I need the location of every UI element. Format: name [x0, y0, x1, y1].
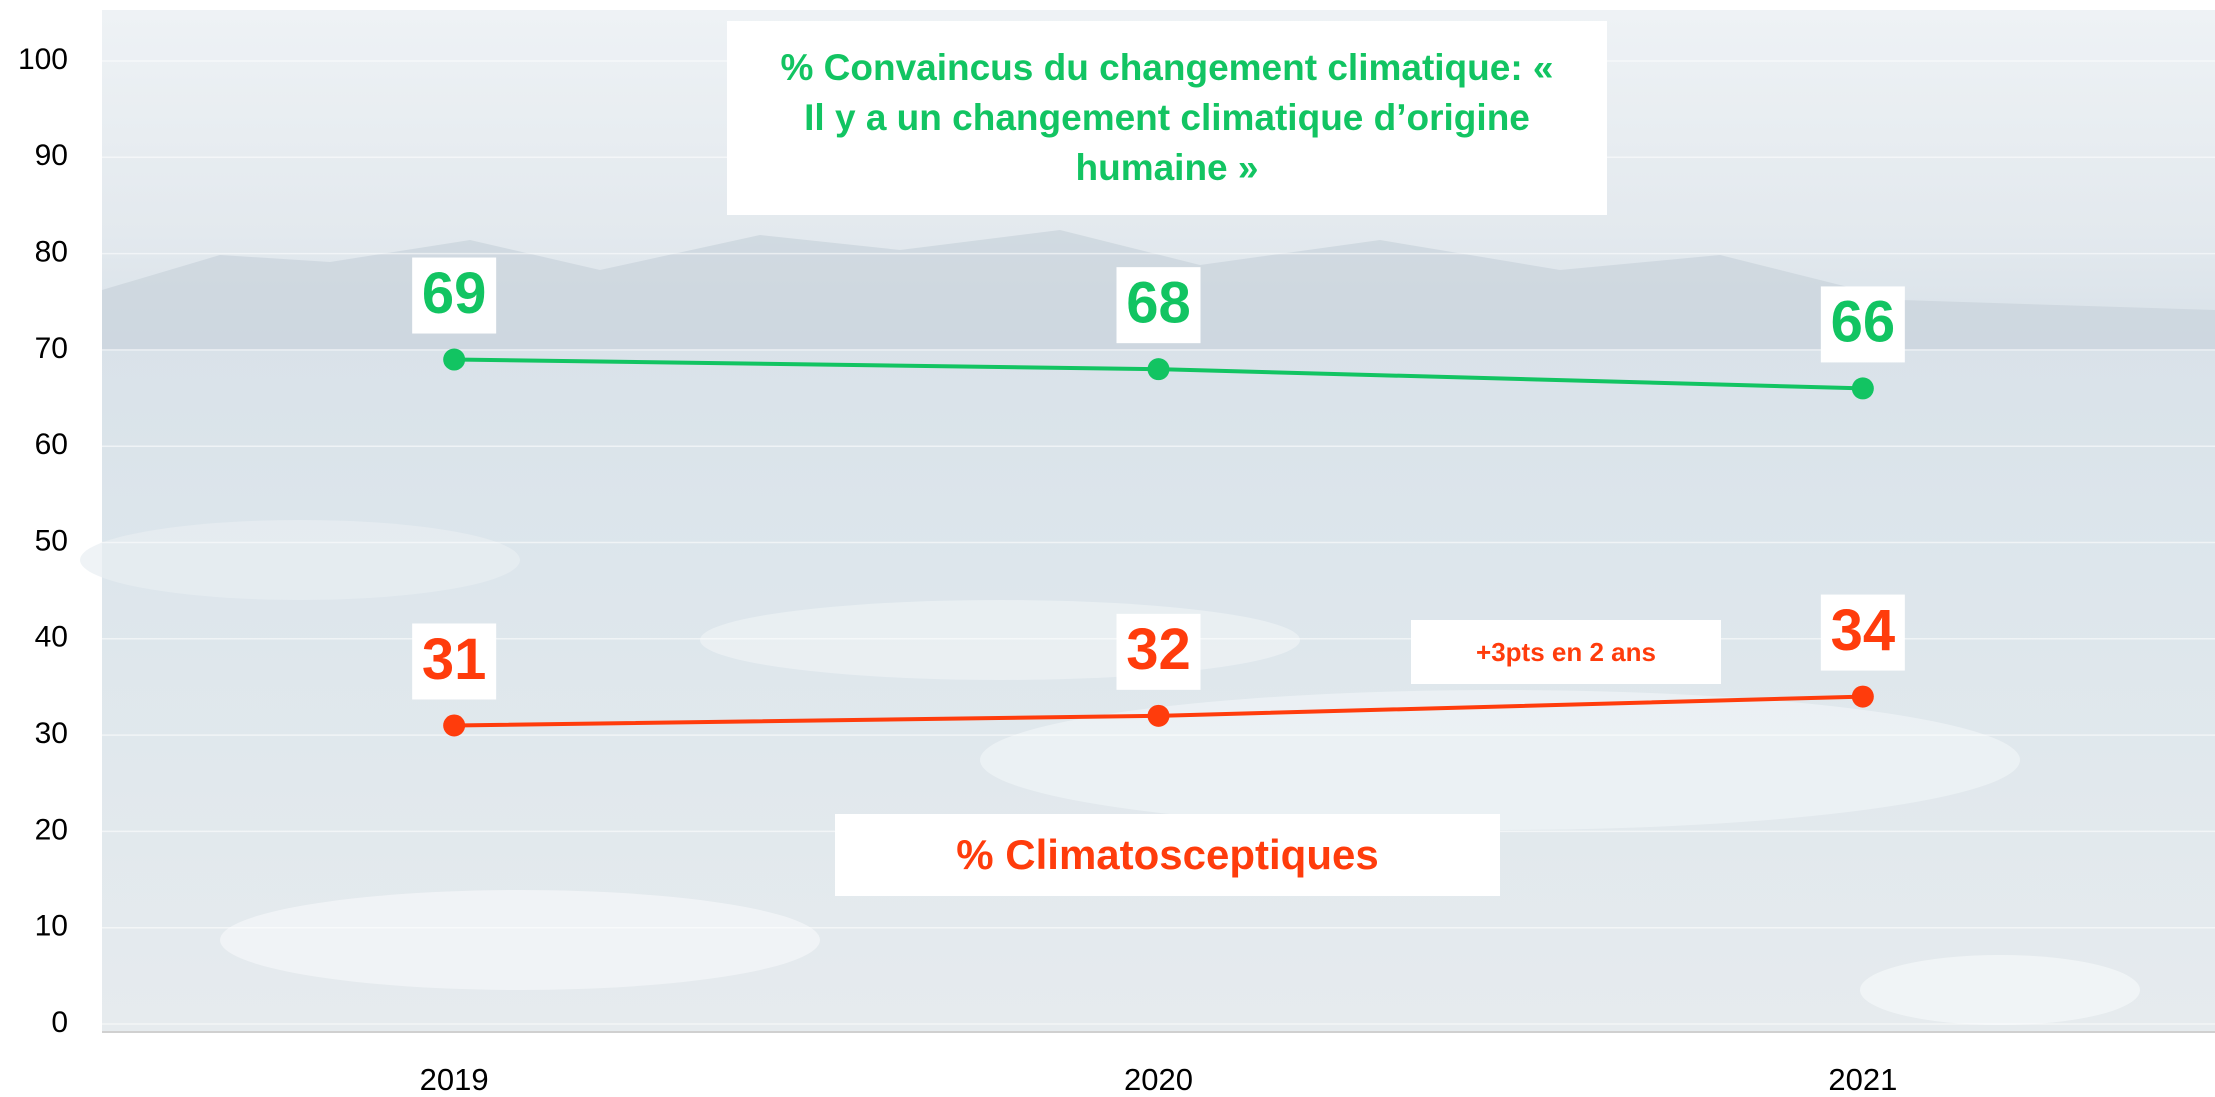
- y-tick-label: 60: [35, 428, 68, 461]
- legend-label: % Convaincus du changement climatique: «…: [772, 43, 1562, 193]
- data-point: [1148, 705, 1170, 727]
- ice: [980, 690, 2020, 830]
- annotation-box: +3pts en 2 ans: [1411, 620, 1721, 684]
- data-point: [1852, 377, 1874, 399]
- data-label: 32: [1126, 617, 1191, 682]
- y-tick-label: 40: [35, 621, 68, 654]
- ice: [80, 520, 520, 600]
- ice: [700, 600, 1300, 680]
- data-label: 34: [1831, 598, 1896, 663]
- y-tick-label: 90: [35, 139, 68, 172]
- y-tick-label: 70: [35, 332, 68, 365]
- data-label: 68: [1126, 270, 1191, 335]
- annotation: +3pts en 2 ans: [1476, 637, 1656, 668]
- y-tick-label: 50: [35, 524, 68, 557]
- y-tick-label: 100: [18, 43, 68, 76]
- data-label: 31: [422, 627, 487, 692]
- x-tick-label: 2020: [1124, 1062, 1193, 1097]
- ice: [1860, 955, 2140, 1025]
- y-tick-label: 20: [35, 813, 68, 846]
- ice: [220, 890, 820, 990]
- data-point: [1148, 358, 1170, 380]
- x-tick-label: 2021: [1828, 1062, 1897, 1097]
- legend-label: % Climatosceptiques: [956, 831, 1378, 879]
- data-point: [1852, 686, 1874, 708]
- data-point: [443, 714, 465, 736]
- legend-box: % Climatosceptiques: [835, 814, 1500, 896]
- y-tick-label: 10: [35, 910, 68, 943]
- data-label: 69: [422, 261, 487, 326]
- data-label: 66: [1831, 290, 1896, 355]
- y-tick-label: 30: [35, 717, 68, 750]
- y-tick-label: 0: [51, 1006, 68, 1039]
- x-tick-label: 2019: [420, 1062, 489, 1097]
- legend-box: % Convaincus du changement climatique: «…: [727, 21, 1607, 215]
- data-point: [443, 349, 465, 371]
- y-tick-label: 80: [35, 236, 68, 269]
- page: 69 68 66 31 32 34 0 10 20 30 40 50 60 70 80 90 100 2019 2…: [0, 0, 2215, 1097]
